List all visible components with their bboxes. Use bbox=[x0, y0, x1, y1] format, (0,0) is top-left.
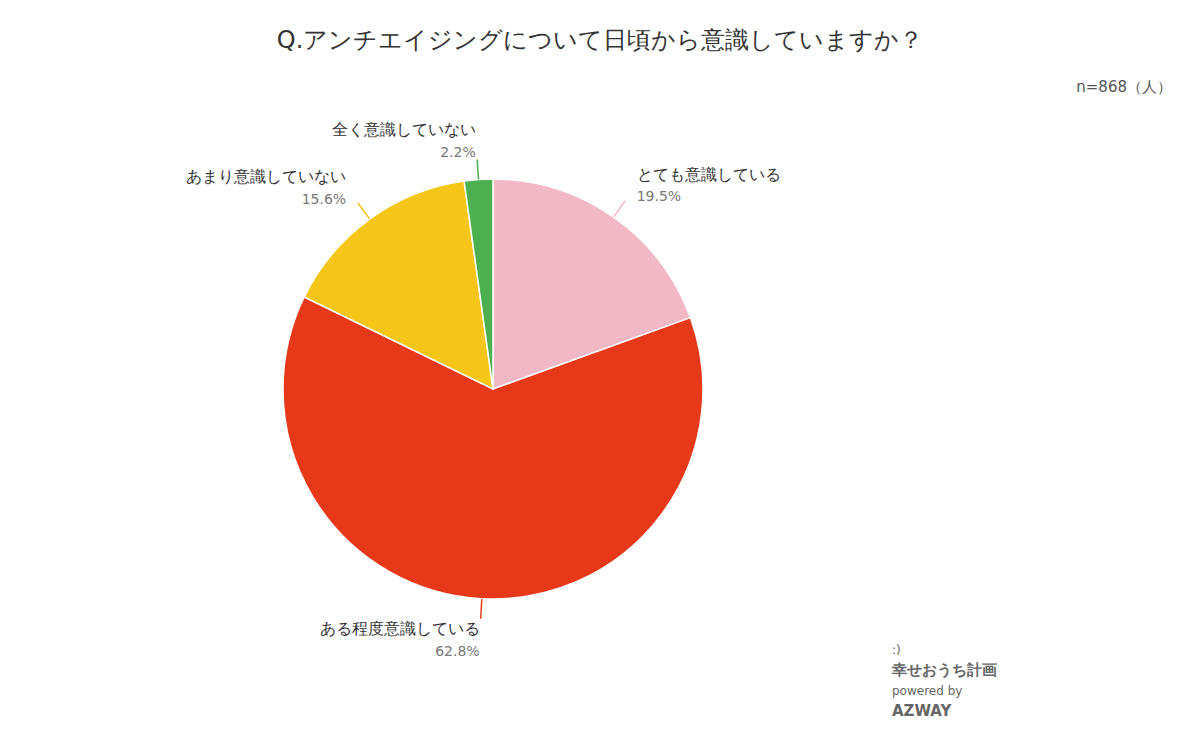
html-text:幸せおうち計画: 幸せおうち計画 bbox=[892, 661, 997, 679]
svg-text:とても意識している: とても意識している bbox=[637, 165, 781, 184]
svg-text:ある程度意識している: ある程度意識している bbox=[320, 619, 480, 638]
html-text:Q.アンチエイジングについて日頃から意識していますか？: Q.アンチエイジングについて日頃から意識していますか？ bbox=[276, 26, 924, 54]
svg-text:2.2%: 2.2% bbox=[440, 144, 476, 160]
svg-text:全く意識していない: 全く意識していない bbox=[332, 120, 476, 139]
svg-text:あまり意識していない: あまり意識していない bbox=[186, 167, 346, 186]
html-text:AZWAY: AZWAY bbox=[892, 702, 952, 720]
svg-text:15.6%: 15.6% bbox=[302, 191, 346, 207]
html-text:powered by: powered by bbox=[892, 684, 963, 698]
svg-text:62.8%: 62.8% bbox=[435, 643, 479, 659]
html-text:n=868（人）: n=868（人） bbox=[1076, 78, 1172, 96]
svg-text:19.5%: 19.5% bbox=[637, 188, 681, 204]
